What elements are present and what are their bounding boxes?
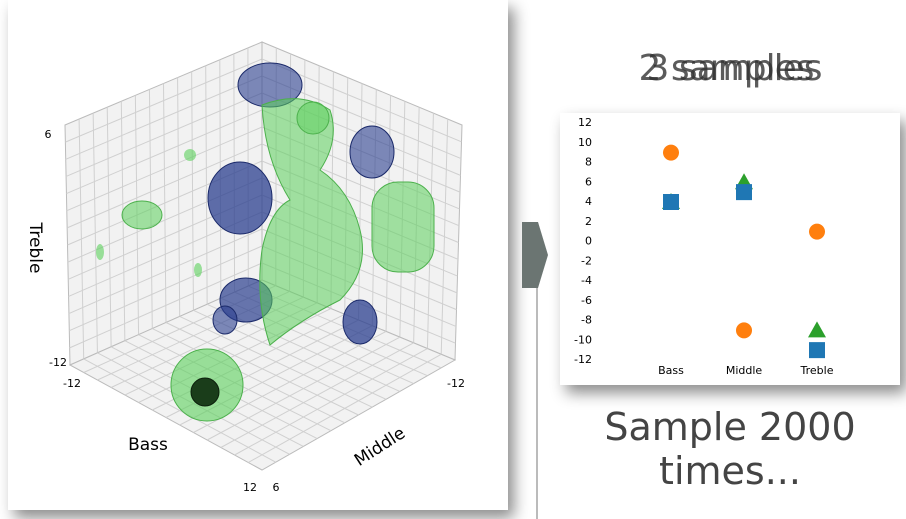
blob <box>184 149 196 161</box>
x-tick-label: Treble <box>800 364 834 377</box>
grid-line-3d <box>69 245 263 332</box>
point <box>663 144 679 161</box>
point <box>736 322 752 339</box>
sample-title: 2 samples <box>638 48 815 89</box>
point <box>809 342 825 359</box>
point <box>809 223 825 240</box>
x-tick-label: Bass <box>658 364 684 377</box>
arrow <box>522 222 548 288</box>
grid-line-3d <box>248 353 442 463</box>
scatter-chart: -12 -10 -8 -6 -4 -2 0 2 4 6 8 10 12 Bass Middle Treble <box>574 116 834 377</box>
tick-label: 6 <box>45 128 52 141</box>
point <box>663 194 679 210</box>
blob <box>349 125 395 179</box>
grid-line-3d <box>220 342 414 448</box>
y-tick-label: 8 <box>585 156 592 169</box>
blob <box>207 161 273 235</box>
blob <box>259 98 363 346</box>
y-tick-label: -6 <box>581 294 592 307</box>
tick-label: -12 <box>63 377 81 390</box>
blob <box>371 181 435 273</box>
sample-title: 3 samples <box>646 48 823 89</box>
blob <box>121 200 163 230</box>
y-tick-label: 2 <box>585 215 592 228</box>
grid-line-3d <box>69 262 263 349</box>
tick-label: 12 <box>243 481 257 494</box>
y-tick-label: 10 <box>578 136 592 149</box>
x-tick-label: Middle <box>726 364 763 377</box>
blob <box>212 305 238 335</box>
y-tick-label: 6 <box>585 175 592 188</box>
y-tick-label: -4 <box>581 274 592 287</box>
blob <box>342 299 378 345</box>
point <box>736 184 752 201</box>
tick-label: -12 <box>447 377 465 390</box>
blob <box>96 244 104 260</box>
y-tick-label: 4 <box>585 195 592 208</box>
y-tick-label: 0 <box>585 235 592 248</box>
blob <box>194 263 202 277</box>
grid-line-3d <box>206 336 401 441</box>
blob <box>190 377 220 407</box>
caption: Sample 2000 times... <box>604 405 856 493</box>
y-tick-label: -8 <box>581 314 592 327</box>
tick-label: -12 <box>49 356 67 369</box>
axis-label: Treble <box>25 222 45 274</box>
isosurfaces <box>96 62 435 422</box>
axis-label: Middle <box>351 423 409 470</box>
blob <box>296 101 330 135</box>
grid-line-3d <box>177 77 181 317</box>
y-tick-label: 12 <box>578 116 592 129</box>
right-card <box>560 113 900 385</box>
grid-line-3d <box>191 71 194 311</box>
y-tick-label: -2 <box>581 254 592 267</box>
grid-line-3d <box>205 65 208 305</box>
grid-line-3d <box>440 119 449 355</box>
point <box>808 321 826 338</box>
grid-line-3d <box>68 228 263 315</box>
grid-line-3d <box>234 348 428 456</box>
axis-label: Bass <box>128 435 168 455</box>
grid-line-3d <box>179 315 373 408</box>
y-tick-label: -10 <box>574 333 592 346</box>
y-tick-label: -12 <box>574 353 592 366</box>
tick-label: 6 <box>273 481 280 494</box>
